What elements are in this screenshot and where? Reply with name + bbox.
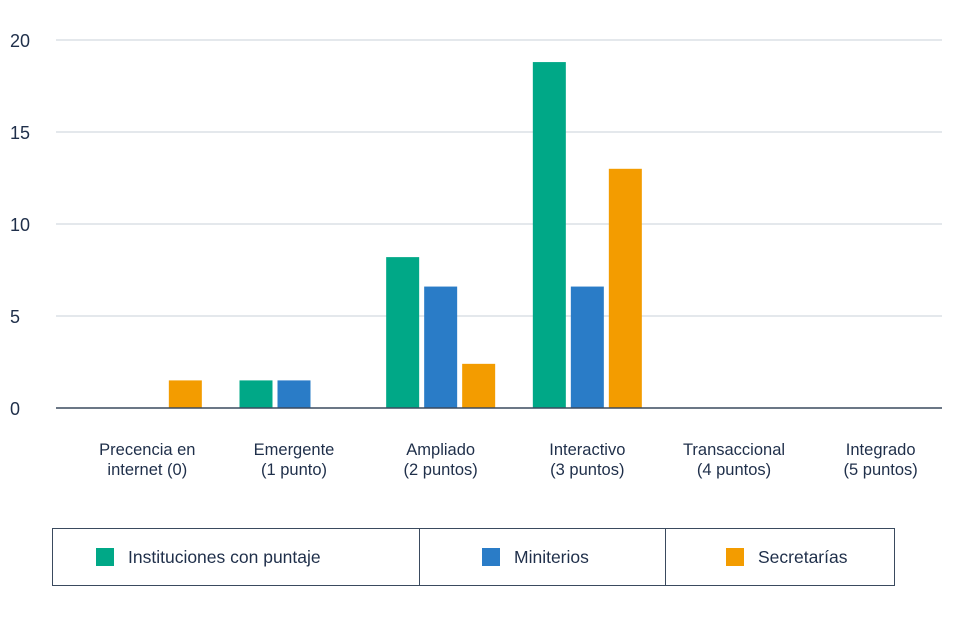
y-tick-label: 20 [10, 31, 30, 51]
y-axis-ticks: 0 5 10 15 20 [10, 31, 30, 419]
bar [570, 286, 604, 408]
legend: Instituciones con puntaje Miniterios Sec… [52, 528, 895, 586]
bar-chart: 0 5 10 15 20 Precencia en internet (0) Emergen… [10, 31, 942, 479]
bar [386, 257, 420, 408]
legend-label-ministerios: Miniterios [514, 546, 589, 567]
y-tick-label: 15 [10, 123, 30, 143]
y-tick-label: 5 [10, 307, 20, 327]
legend-swatch-secretarias [726, 548, 744, 566]
legend-label-secretarias: Secretarías [758, 546, 848, 567]
bar [239, 380, 273, 408]
bar [462, 363, 496, 408]
legend-item-secretarias: Secretarías [666, 529, 894, 585]
bar [608, 168, 642, 408]
y-tick-label: 0 [10, 399, 20, 419]
bar [424, 286, 458, 408]
x-tick-label: Interactivo (3 puntos) [549, 441, 625, 479]
x-tick-label: Precencia en internet (0) [99, 441, 195, 479]
bar [168, 380, 202, 408]
legend-item-instituciones: Instituciones con puntaje [53, 529, 420, 585]
legend-label-instituciones: Instituciones con puntaje [128, 546, 321, 567]
x-tick-label: Transaccional (4 puntos) [683, 441, 785, 479]
x-tick-label: Integrado (5 puntos) [844, 441, 918, 479]
bar [532, 62, 566, 409]
bar [277, 380, 311, 408]
legend-swatch-ministerios [482, 548, 500, 566]
bars [168, 62, 642, 409]
y-tick-label: 10 [10, 215, 30, 235]
legend-swatch-instituciones [96, 548, 114, 566]
x-axis-category-labels: Precencia en internet (0) Emergente (1 punt… [99, 441, 918, 479]
legend-item-ministerios: Miniterios [420, 529, 666, 585]
x-tick-label: Ampliado (2 puntos) [404, 441, 478, 479]
x-tick-label: Emergente (1 punto) [254, 441, 335, 479]
gridlines [56, 39, 942, 317]
